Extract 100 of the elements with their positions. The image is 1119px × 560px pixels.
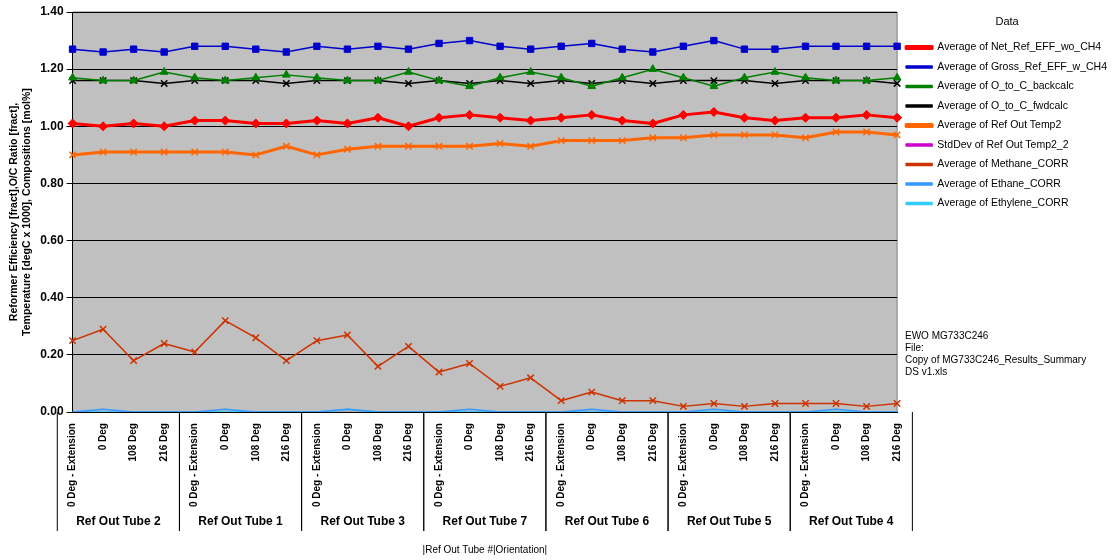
point bbox=[252, 45, 260, 53]
point bbox=[129, 356, 138, 365]
point bbox=[221, 316, 230, 325]
point bbox=[862, 402, 871, 411]
point bbox=[893, 79, 902, 88]
point bbox=[343, 45, 352, 53]
point bbox=[435, 39, 443, 48]
x-tick-label: 216 Deg bbox=[402, 423, 414, 462]
point bbox=[618, 45, 626, 53]
text: Ref Out Tube 6 bbox=[564, 514, 650, 529]
point bbox=[770, 67, 780, 75]
point bbox=[99, 325, 108, 334]
point bbox=[251, 72, 261, 81]
x-tick-label: 216 Deg bbox=[646, 423, 658, 462]
point bbox=[710, 36, 718, 45]
point bbox=[649, 48, 657, 56]
point bbox=[556, 112, 567, 123]
point bbox=[99, 148, 108, 156]
point bbox=[771, 130, 779, 139]
point bbox=[404, 342, 413, 351]
point bbox=[801, 42, 810, 50]
point bbox=[740, 130, 749, 139]
point bbox=[343, 145, 352, 154]
point bbox=[68, 336, 77, 345]
point bbox=[679, 402, 688, 411]
x-tick-label: 0 Deg bbox=[219, 423, 230, 451]
point bbox=[129, 148, 138, 156]
point bbox=[312, 72, 322, 81]
y-tick-label: 0.20 bbox=[40, 347, 64, 362]
x-tick-label: 0 Deg - Extension bbox=[66, 423, 78, 507]
x-tick-label: 0 Deg bbox=[463, 423, 475, 451]
point bbox=[404, 67, 413, 75]
legend-label: Average of Ethane_CORR bbox=[937, 176, 1062, 189]
point bbox=[190, 348, 199, 357]
y-tick-label: 1.20 bbox=[40, 61, 64, 76]
point bbox=[191, 42, 199, 50]
point bbox=[404, 45, 413, 53]
point bbox=[99, 48, 107, 56]
legend-label: Average of Gross_Ref_EFF_w_CH4 bbox=[937, 59, 1108, 72]
point bbox=[465, 36, 474, 45]
point bbox=[282, 142, 291, 151]
text: Ref Out Tube 3 bbox=[320, 514, 406, 529]
point bbox=[739, 112, 750, 123]
x-tick-label: 0 Deg - Extension bbox=[188, 423, 200, 507]
point bbox=[159, 67, 169, 75]
point bbox=[771, 79, 779, 88]
x-tick-label: 108 Deg bbox=[127, 423, 139, 462]
point bbox=[832, 42, 840, 50]
point bbox=[374, 142, 382, 151]
y-tick-label: 1.00 bbox=[40, 118, 64, 133]
point bbox=[679, 133, 688, 142]
point bbox=[525, 115, 536, 126]
point bbox=[282, 48, 291, 56]
x-tick-label: 0 Deg bbox=[585, 423, 597, 451]
text: Ref Out Tube 1 bbox=[198, 514, 284, 529]
y-tick-label: 1.40 bbox=[40, 4, 64, 19]
point bbox=[465, 359, 474, 368]
point bbox=[893, 130, 902, 139]
legend-title: Data bbox=[995, 14, 1020, 27]
text: Ref Out Tube 7 bbox=[442, 514, 528, 529]
x-tick-label: 108 Deg bbox=[616, 423, 628, 462]
point bbox=[129, 45, 138, 53]
point bbox=[526, 373, 535, 382]
x-tick-label: 0 Deg - Extension bbox=[677, 423, 689, 507]
point bbox=[678, 109, 689, 120]
point bbox=[160, 48, 168, 56]
point bbox=[861, 109, 872, 120]
point bbox=[832, 399, 840, 408]
legend-label: Average of Methane_CORR bbox=[937, 157, 1069, 170]
point bbox=[862, 42, 871, 50]
point bbox=[343, 331, 352, 339]
point bbox=[709, 81, 719, 90]
point bbox=[769, 115, 780, 126]
point bbox=[496, 382, 505, 391]
point bbox=[68, 150, 77, 159]
y-tick-label: 0.60 bbox=[40, 232, 64, 247]
point bbox=[526, 67, 536, 75]
text: Ref Out Tube 5 bbox=[686, 514, 772, 529]
point bbox=[588, 39, 596, 48]
point bbox=[404, 79, 413, 88]
point bbox=[709, 399, 718, 408]
x-tick-label: 0 Deg bbox=[829, 423, 841, 451]
text: Ref Out Tube 2 bbox=[76, 514, 161, 529]
point bbox=[557, 136, 566, 145]
point bbox=[617, 115, 628, 126]
point bbox=[282, 356, 291, 365]
point bbox=[404, 142, 413, 151]
x-tick-label: 0 Deg - Extension bbox=[799, 423, 811, 507]
point bbox=[372, 112, 383, 123]
point bbox=[464, 109, 475, 120]
point bbox=[526, 142, 535, 151]
legend-label: Average of Net_Ref_EFF_wo_CH4 bbox=[937, 40, 1102, 53]
point bbox=[771, 45, 779, 53]
x-tick-label: 0 Deg bbox=[707, 423, 719, 451]
point bbox=[557, 42, 565, 50]
point bbox=[800, 112, 811, 123]
point bbox=[281, 69, 291, 78]
point bbox=[771, 399, 779, 408]
point bbox=[495, 72, 505, 81]
point bbox=[160, 79, 169, 88]
